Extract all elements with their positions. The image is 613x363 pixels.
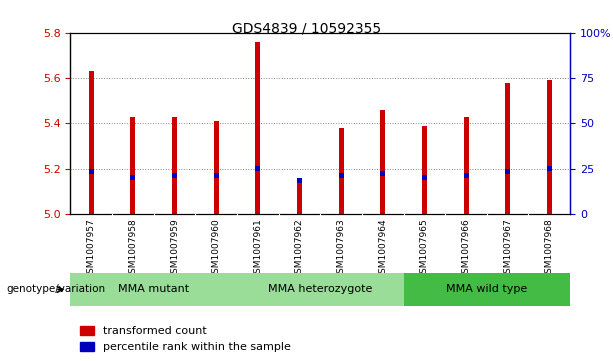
Bar bbox=[505, 168, 510, 174]
Text: GSM1007961: GSM1007961 bbox=[253, 219, 262, 280]
Bar bbox=[172, 117, 177, 214]
Bar bbox=[172, 173, 177, 178]
Bar bbox=[380, 171, 385, 176]
Text: GSM1007965: GSM1007965 bbox=[420, 219, 429, 280]
Text: GSM1007959: GSM1007959 bbox=[170, 219, 179, 280]
Bar bbox=[338, 128, 344, 214]
Bar bbox=[131, 175, 135, 180]
Bar bbox=[338, 173, 344, 178]
Bar bbox=[297, 178, 302, 183]
Bar bbox=[380, 110, 385, 214]
Text: GDS4839 / 10592355: GDS4839 / 10592355 bbox=[232, 22, 381, 36]
FancyBboxPatch shape bbox=[70, 273, 237, 306]
Bar bbox=[89, 168, 94, 174]
Text: GSM1007964: GSM1007964 bbox=[378, 219, 387, 279]
Text: GSM1007960: GSM1007960 bbox=[211, 219, 221, 280]
Text: MMA mutant: MMA mutant bbox=[118, 285, 189, 294]
FancyBboxPatch shape bbox=[403, 273, 570, 306]
Bar bbox=[463, 173, 468, 178]
Text: GSM1007957: GSM1007957 bbox=[87, 219, 96, 280]
Text: GSM1007967: GSM1007967 bbox=[503, 219, 512, 280]
Legend: transformed count, percentile rank within the sample: transformed count, percentile rank withi… bbox=[76, 321, 295, 357]
FancyBboxPatch shape bbox=[237, 273, 403, 306]
Bar bbox=[422, 126, 427, 214]
Text: GSM1007958: GSM1007958 bbox=[129, 219, 137, 280]
Bar bbox=[89, 71, 94, 214]
Bar bbox=[505, 83, 510, 214]
Bar bbox=[297, 180, 302, 214]
Text: genotype/variation: genotype/variation bbox=[6, 285, 105, 294]
Text: MMA heterozygote: MMA heterozygote bbox=[268, 285, 373, 294]
Bar bbox=[214, 121, 219, 214]
Bar bbox=[214, 173, 219, 178]
Bar bbox=[422, 175, 427, 180]
Bar bbox=[256, 166, 261, 171]
Bar bbox=[463, 117, 468, 214]
Bar bbox=[547, 166, 552, 171]
Text: GSM1007962: GSM1007962 bbox=[295, 219, 304, 279]
Bar bbox=[547, 80, 552, 214]
Bar bbox=[256, 42, 261, 214]
Text: MMA wild type: MMA wild type bbox=[446, 285, 527, 294]
Text: GSM1007963: GSM1007963 bbox=[337, 219, 346, 280]
Text: GSM1007968: GSM1007968 bbox=[545, 219, 554, 280]
Bar bbox=[131, 117, 135, 214]
Text: GSM1007966: GSM1007966 bbox=[462, 219, 471, 280]
